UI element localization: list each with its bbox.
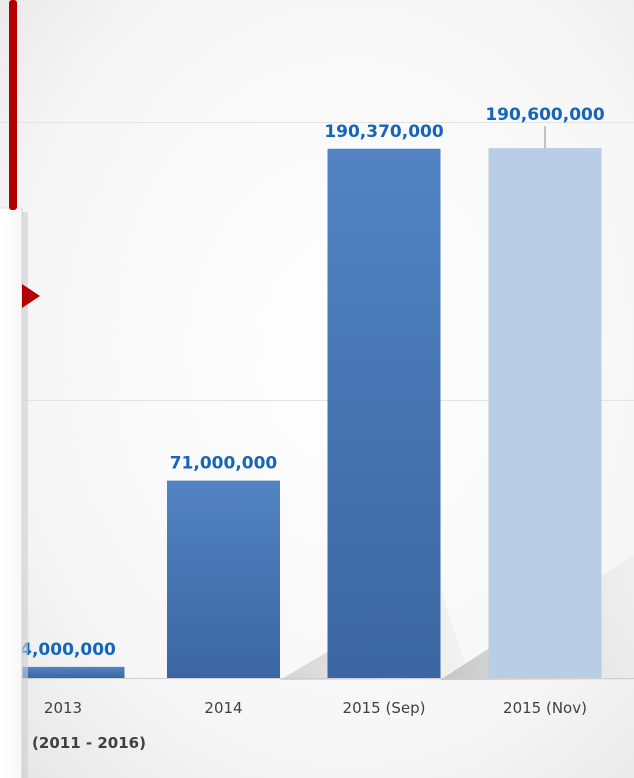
x-axis-title: (2011 - 2016)	[32, 734, 146, 752]
red-pointer-icon	[22, 284, 40, 308]
x-tick-labels: 2013 2014 2015 (Sep) 2015 (Nov)	[44, 699, 587, 717]
bar-3	[488, 148, 602, 678]
red-accent-bar	[9, 0, 17, 210]
bar-value-label-1: 71,000,000	[170, 454, 278, 474]
bars-group	[11, 148, 602, 679]
bar-value-label-0: 4,000,000	[20, 640, 116, 660]
x-tick-label-1: 2014	[204, 699, 242, 717]
bar-0	[11, 666, 125, 678]
bar-value-label-2: 190,370,000	[324, 122, 444, 142]
bar-value-label-3: 190,600,000	[485, 105, 605, 125]
bar-1	[167, 480, 280, 678]
x-tick-label-0: 2013	[44, 699, 82, 717]
value-labels: 4,000,000 71,000,000 190,370,000 190,600,00…	[20, 105, 605, 660]
x-tick-label-3: 2015 (Nov)	[503, 699, 587, 717]
bar-2	[327, 148, 441, 679]
x-tick-label-2: 2015 (Sep)	[343, 699, 426, 717]
